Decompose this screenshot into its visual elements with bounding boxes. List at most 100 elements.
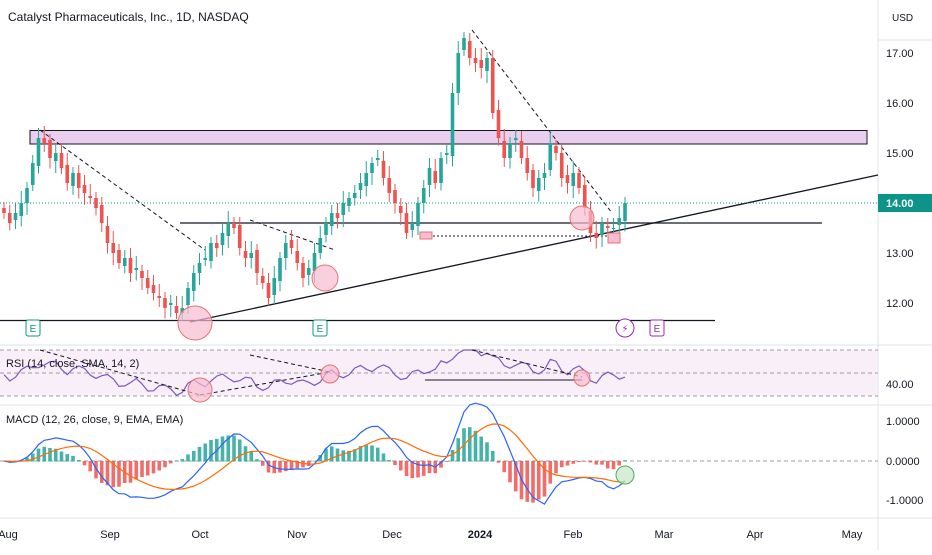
macd-histogram-bar — [387, 460, 392, 462]
candle-body — [13, 213, 18, 220]
candle-body — [594, 233, 599, 238]
macd-histogram-bar — [82, 461, 87, 466]
last-price-tag — [878, 194, 932, 212]
macd-histogram-bar — [393, 461, 397, 466]
candle-body — [272, 278, 277, 295]
candle-body — [450, 93, 455, 156]
candle-body — [42, 138, 47, 143]
candle-body — [48, 140, 52, 158]
candle-body — [65, 165, 70, 183]
x-tick-label: Nov — [287, 529, 307, 541]
macd-histogram-bar — [508, 461, 512, 483]
macd-histogram-bar — [88, 461, 93, 472]
candle-body — [7, 213, 12, 223]
macd-histogram-bar — [105, 461, 110, 486]
macd-histogram-bar — [473, 430, 478, 462]
macd-histogram-bar — [347, 450, 351, 462]
candle-body — [387, 178, 392, 193]
macd-histogram-bar — [416, 461, 420, 478]
x-tick-label: Sep — [100, 529, 120, 541]
highlight-box — [419, 231, 433, 240]
macd-histogram-bar — [186, 454, 190, 462]
candle-body — [19, 203, 24, 216]
macd-histogram-bar — [352, 449, 357, 462]
candle-body — [536, 178, 541, 191]
macd-histogram-bar — [283, 461, 288, 472]
macd-highlight-circle — [615, 465, 635, 485]
macd-histogram-bar — [255, 459, 259, 462]
falling-trendline — [249, 219, 336, 251]
macd-histogram-bar — [117, 461, 121, 487]
macd-tick-label: -1.0000 — [886, 495, 923, 507]
candle-body — [329, 213, 334, 226]
candle-body — [490, 58, 495, 113]
rsi-trendline — [471, 349, 583, 378]
signal-line — [3, 423, 626, 491]
y-tick-label: 16.00 — [886, 98, 914, 110]
rsi-highlight-circle — [187, 377, 213, 403]
macd-histogram-bar — [617, 461, 622, 466]
macd-histogram-bar — [410, 461, 415, 479]
candle-body — [525, 158, 530, 173]
candle-body — [565, 175, 570, 183]
earnings-marker-label: E — [317, 324, 324, 335]
candle-body — [94, 198, 98, 208]
rsi-trendline — [199, 371, 331, 396]
macd-tick-label: 0.0000 — [886, 456, 920, 468]
candle-body — [439, 158, 443, 183]
candle-body — [370, 163, 374, 173]
macd-histogram-bar — [157, 461, 162, 471]
macd-histogram-bar — [180, 459, 185, 462]
x-tick-label: Oct — [191, 529, 208, 541]
macd-histogram-bar — [197, 446, 202, 462]
earnings-marker-label: E — [654, 324, 661, 335]
y-tick-label: 17.00 — [886, 48, 914, 60]
candle-body — [393, 190, 397, 203]
earnings-marker-label: E — [30, 324, 37, 335]
macd-tick-label: 1.0000 — [886, 416, 920, 428]
candle-body — [191, 273, 196, 291]
candle-body — [416, 203, 420, 226]
candle-body — [295, 251, 300, 263]
candle-body — [2, 208, 6, 213]
candle-body — [318, 238, 323, 253]
candle-body — [375, 158, 380, 160]
dividend-icon: ⚡ — [621, 324, 628, 335]
macd-histogram-bar — [30, 453, 35, 462]
macd-histogram-bar — [295, 461, 300, 469]
macd-histogram-bar — [94, 461, 98, 479]
macd-histogram-bar — [140, 461, 144, 477]
candle-body — [30, 163, 35, 185]
candle-body — [163, 298, 167, 308]
falling-trendline — [39, 129, 206, 251]
macd-histogram-bar — [168, 461, 173, 464]
macd-histogram-bar — [370, 445, 374, 462]
highlight-circle — [177, 305, 213, 341]
y-tick-label: 15.00 — [886, 148, 914, 160]
macd-histogram-bar — [358, 446, 363, 462]
highlight-circle — [569, 205, 595, 231]
macd-histogram-bar — [71, 455, 75, 462]
last-price-label: 14.00 — [886, 198, 914, 210]
macd-label: MACD (12, 26, close, 9, EMA, EMA) — [6, 414, 184, 426]
x-tick-label: Aug — [0, 529, 18, 541]
candle-body — [398, 206, 403, 213]
candle-body — [611, 228, 616, 229]
macd-histogram-bar — [467, 427, 472, 462]
macd-histogram-bar — [594, 461, 599, 465]
macd-histogram-bar — [25, 457, 29, 462]
macd-histogram-bar — [542, 461, 547, 497]
macd-histogram-bar — [237, 439, 242, 462]
macd-histogram-bar — [174, 460, 179, 462]
candle-body — [502, 141, 507, 158]
candle-body — [301, 263, 305, 278]
candle-body — [473, 58, 478, 63]
candle-body — [197, 263, 202, 273]
candle-body — [220, 233, 225, 245]
macd-histogram-bar — [525, 461, 530, 502]
highlight-box — [607, 232, 621, 244]
macd-histogram-bar — [571, 461, 576, 464]
macd-histogram-bar — [536, 461, 541, 500]
macd-histogram-bar — [48, 448, 52, 462]
candle-body — [243, 251, 248, 258]
